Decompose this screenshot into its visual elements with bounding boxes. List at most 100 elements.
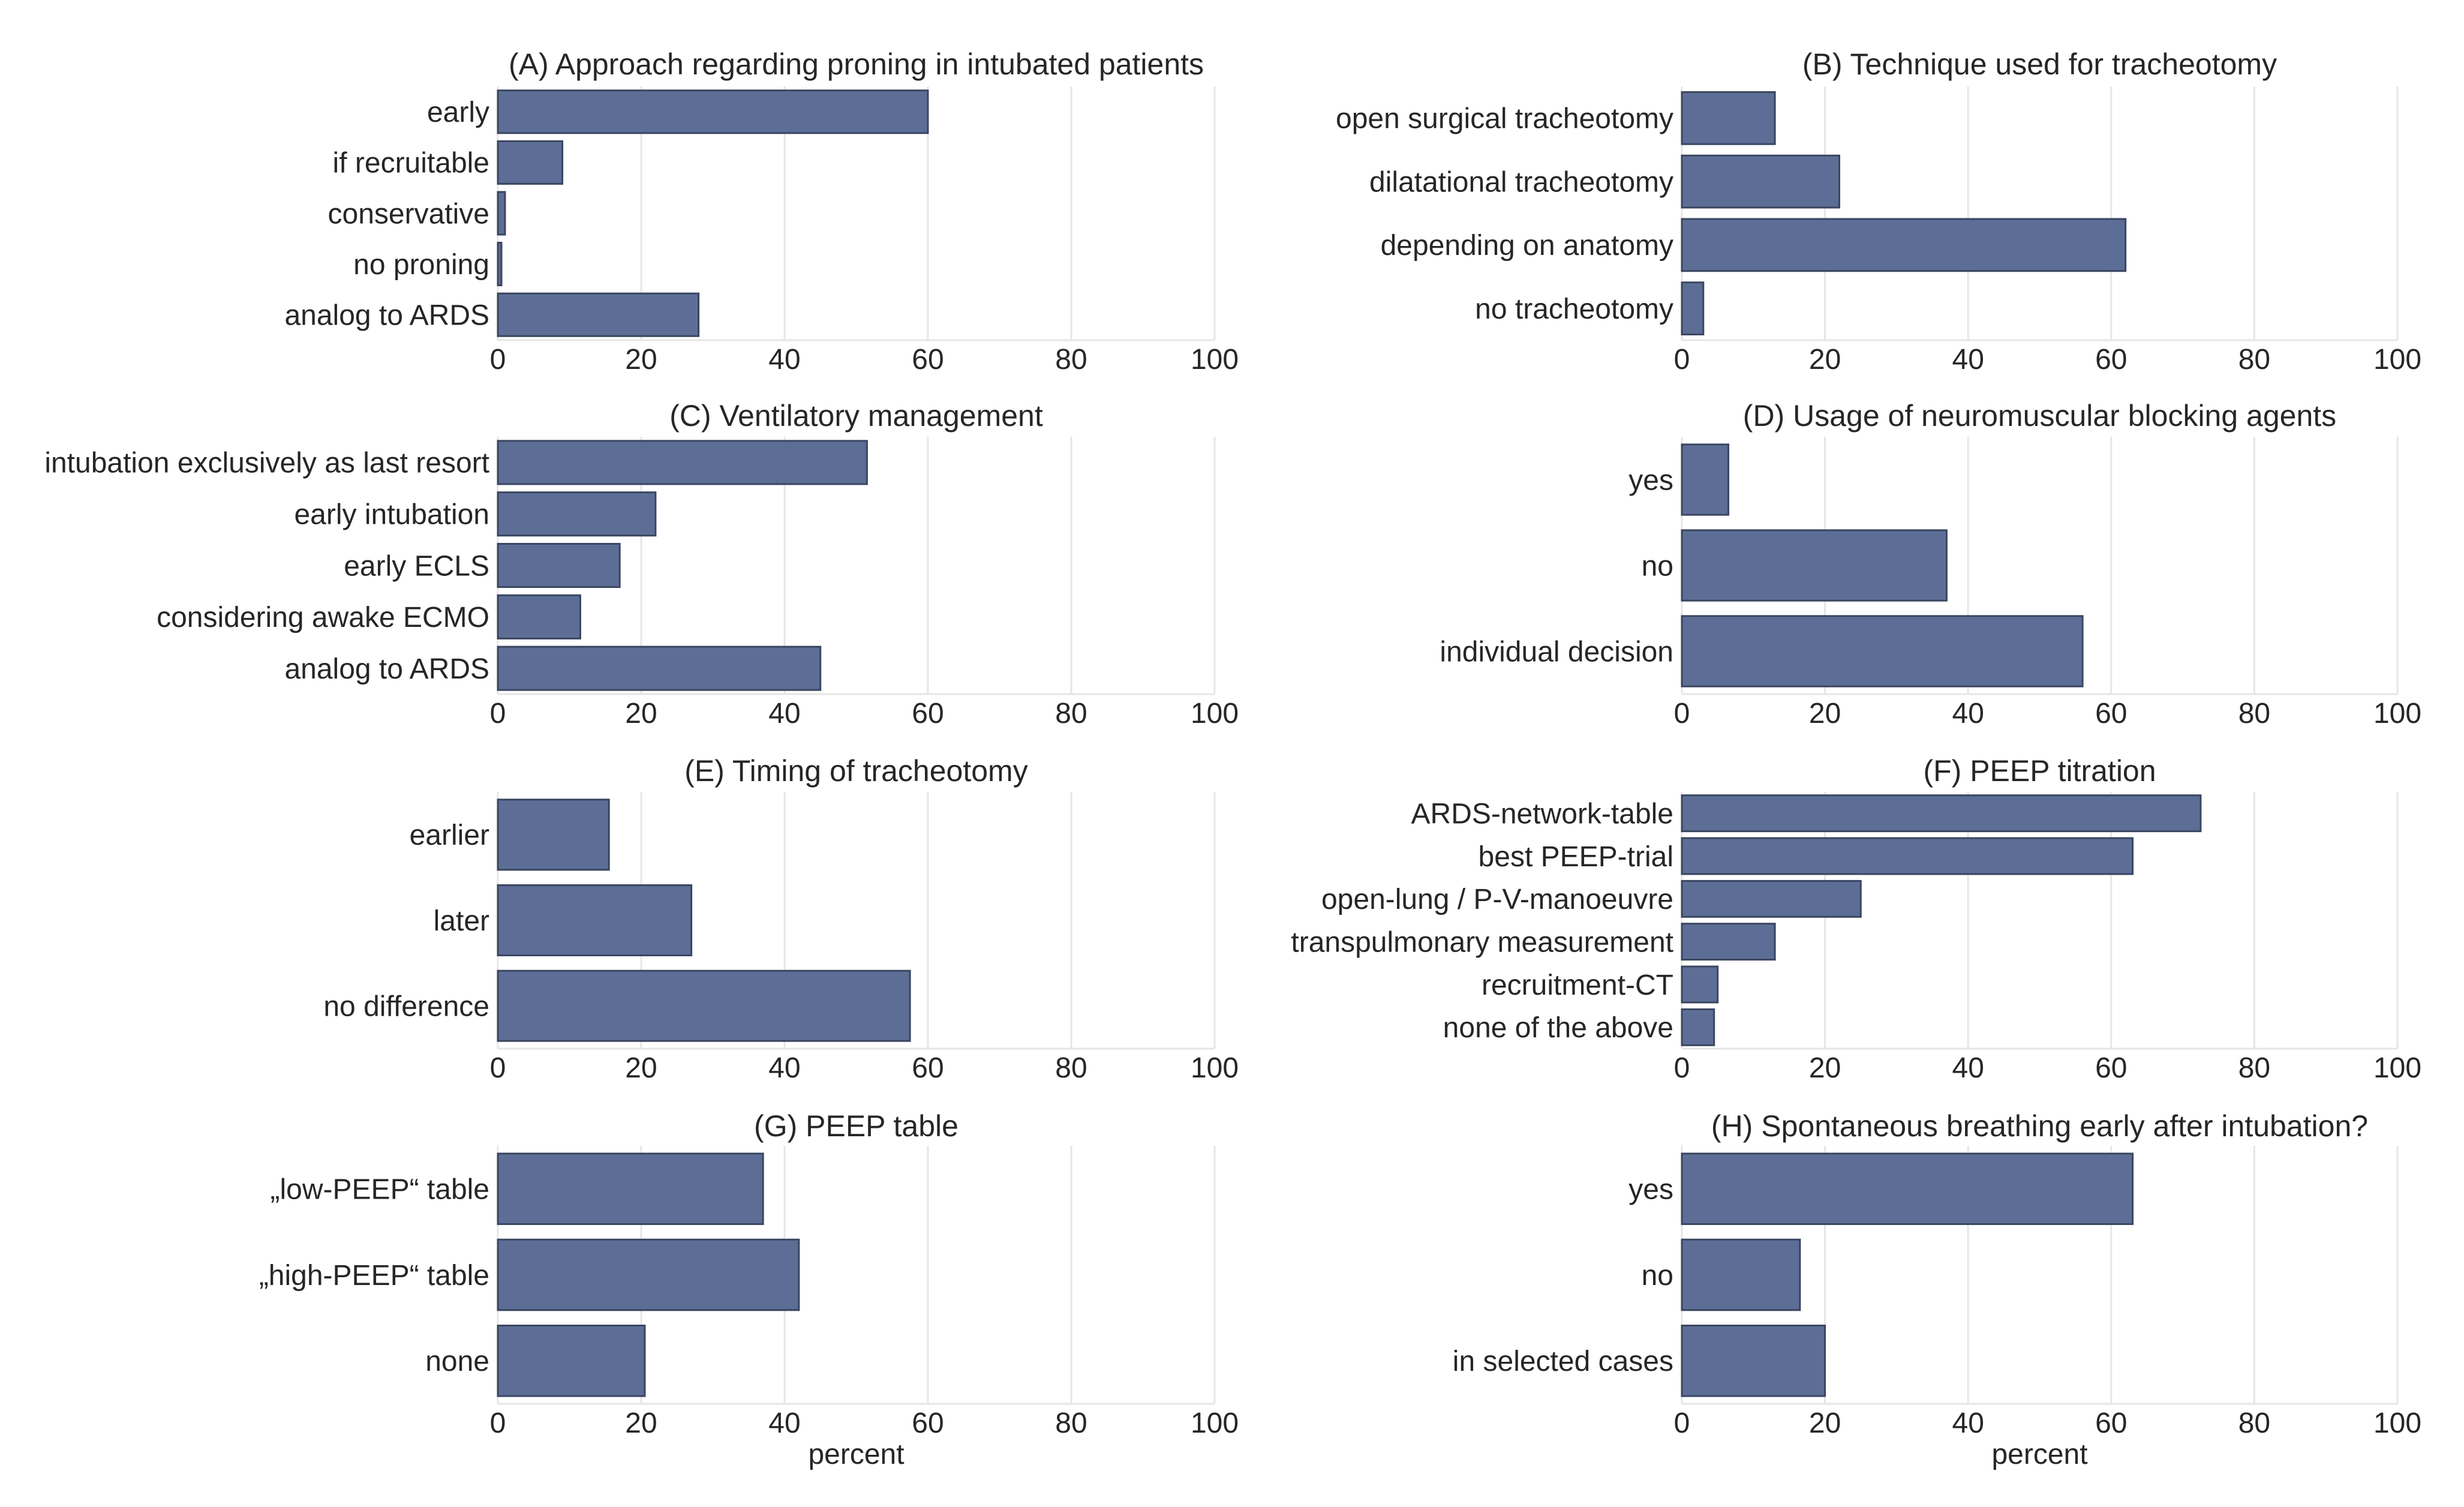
bar (1681, 91, 1776, 145)
x-axis-label: percent (808, 1439, 904, 1470)
bar (497, 1152, 764, 1225)
bar (1681, 443, 1730, 516)
chart-title: (C) Ventilatory management (669, 399, 1043, 433)
category-label: no tracheotomy (1475, 293, 1673, 325)
x-tick-label: 60 (912, 344, 943, 376)
x-tick-label: 100 (2373, 344, 2421, 376)
bar (1681, 1325, 1826, 1397)
x-tick-label: 0 (1674, 698, 1690, 730)
chart-title: (G) PEEP table (754, 1109, 958, 1143)
category-label: transpulmonary measurement (1291, 926, 1673, 958)
category-label: individual decision (1440, 636, 1673, 668)
x-tick-label: 80 (2238, 1052, 2270, 1084)
x-tick-label: 0 (490, 698, 506, 730)
category-label: analog to ARDS (284, 653, 489, 685)
x-tick-label: 40 (1952, 344, 1984, 376)
category-label: dilatational tracheotomy (1369, 166, 1673, 198)
category-label: later (434, 905, 489, 937)
x-tick-label: 0 (1674, 1052, 1690, 1084)
bar (497, 140, 564, 185)
category-label: in selected cases (1453, 1346, 1673, 1377)
x-tick-label: 80 (1055, 698, 1087, 730)
category-label: ARDS-network-table (1411, 798, 1673, 830)
category-label: none of the above (1443, 1012, 1673, 1044)
bar (497, 884, 693, 956)
category-label: considering awake ECMO (157, 602, 489, 634)
chart-panel-e: (E) Timing of tracheotomy earlier later no … (323, 754, 1239, 1084)
chart-panel-d: (D) Usage of neuromuscular blocking agen… (1440, 399, 2421, 730)
category-label: yes (1628, 1173, 1673, 1205)
x-tick-label: 60 (2095, 1407, 2127, 1439)
x-tick-label: 0 (1674, 344, 1690, 376)
bar (497, 491, 657, 537)
x-tick-label: 0 (490, 1052, 506, 1084)
bar (1681, 794, 2202, 833)
chart-title: (E) Timing of tracheotomy (684, 754, 1027, 788)
bar (1681, 281, 1705, 335)
bar (497, 594, 581, 640)
category-label: early ECLS (344, 550, 489, 582)
category-label: none (425, 1346, 489, 1377)
bar (1681, 615, 2084, 688)
bar (497, 440, 868, 485)
category-label: earlier (410, 819, 489, 851)
x-tick-label: 20 (1809, 1052, 1841, 1084)
x-tick-label: 100 (2373, 1052, 2421, 1084)
x-tick-label: 0 (1674, 1407, 1690, 1439)
x-tick-label: 60 (2095, 344, 2127, 376)
bar (1681, 1152, 2134, 1225)
category-label: analog to ARDS (284, 300, 489, 332)
x-tick-label: 0 (490, 1407, 506, 1439)
category-label: no (1642, 1260, 1673, 1292)
x-tick-label: 80 (1055, 1052, 1087, 1084)
x-tick-label: 80 (1055, 1407, 1087, 1439)
category-label: „low-PEEP“ table (271, 1173, 489, 1205)
category-label: early intubation (294, 499, 489, 531)
x-tick-label: 40 (768, 344, 800, 376)
bar (497, 798, 610, 871)
category-label: best PEEP-trial (1479, 841, 1673, 873)
x-tick-label: 100 (1191, 1052, 1239, 1084)
category-label: no difference (323, 990, 489, 1022)
x-tick-label: 20 (1809, 1407, 1841, 1439)
bar (497, 242, 503, 287)
x-tick-label: 40 (768, 1407, 800, 1439)
category-label: yes (1628, 464, 1673, 496)
x-tick-label: 20 (625, 698, 657, 730)
bar (497, 1238, 800, 1311)
category-label: open surgical tracheotomy (1336, 103, 1673, 135)
category-label: no proning (353, 249, 489, 281)
x-tick-label: 100 (2373, 1407, 2421, 1439)
category-label: „high-PEEP“ table (259, 1260, 489, 1292)
bar (1681, 1238, 1801, 1311)
bar (1681, 529, 1948, 602)
x-tick-label: 60 (912, 1052, 943, 1084)
x-tick-label: 80 (2238, 344, 2270, 376)
bar (1681, 965, 1719, 1004)
chart-title: (A) Approach regarding proning in intuba… (509, 47, 1204, 81)
x-tick-label: 100 (2373, 698, 2421, 730)
category-label: depending on anatomy (1381, 230, 1673, 262)
bar (497, 542, 621, 589)
x-tick-label: 60 (2095, 698, 2127, 730)
x-tick-label: 80 (1055, 344, 1087, 376)
category-label: early (427, 97, 489, 128)
x-tick-label: 100 (1191, 698, 1239, 730)
x-tick-label: 40 (1952, 1052, 1984, 1084)
x-tick-label: 0 (490, 344, 506, 376)
bar (497, 1325, 646, 1397)
x-tick-label: 40 (768, 1052, 800, 1084)
bar (497, 191, 506, 236)
bar (497, 89, 929, 134)
chart-panel-g: (G) PEEP table „low-PEEP“ table „high-PEEP… (259, 1109, 1239, 1470)
x-tick-label: 20 (625, 1052, 657, 1084)
x-tick-label: 40 (1952, 1407, 1984, 1439)
bar (497, 646, 822, 691)
x-tick-label: 80 (2238, 1407, 2270, 1439)
category-label: intubation exclusively as last resort (44, 448, 489, 479)
x-tick-label: 100 (1191, 344, 1239, 376)
bar (497, 292, 700, 337)
chart-panel-b: (B) Technique used for tracheotomy open s… (1336, 47, 2421, 376)
category-label: conservative (328, 198, 489, 230)
